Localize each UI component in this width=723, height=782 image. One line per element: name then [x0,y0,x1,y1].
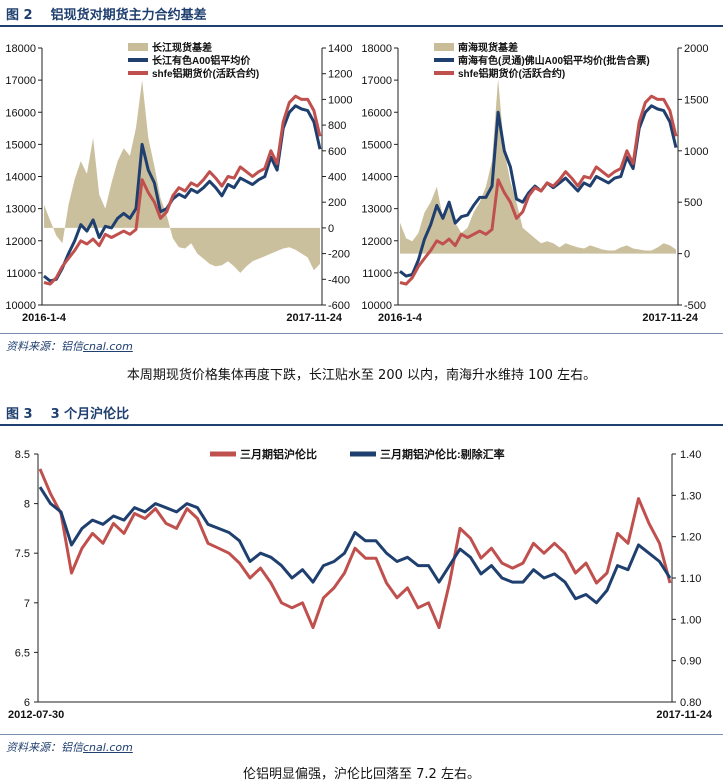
nh-right-tick-label: 0 [684,249,690,261]
cj-right-tick-label: -600 [328,300,350,312]
nh-left-tick-label: 14000 [361,172,392,184]
fig2-title-text: 铝现货对期货主力合约基差 [50,8,207,23]
cj-x-end-label: 2017-11-24 [286,312,343,324]
cj-left-tick-label: 18000 [5,43,36,55]
ratio-left-tick-label: 7 [24,598,30,610]
ratio-series-1-line [38,486,672,605]
shfe-lme-ratio-chart: 6 6.5 7 7.5 8 8.5 0.80 0.90 1.00 1.10 1.20 1.30 1.40… [8,447,713,721]
fig3-source-prefix: 资料来源：铝信 [6,741,83,754]
nh-left-tick-label: 17000 [361,75,392,87]
nh-legend-label: 南海有色(灵通)佛山A00铝平均价(批告合票) [458,54,650,67]
cj-left-tick-label: 13000 [5,204,36,216]
cj-left-tick-label: 12000 [5,236,36,248]
fig2-source: 资料来源：铝信cnal.com [6,338,133,354]
cj-right-tick-label: 600 [328,146,346,158]
ratio-legend-label: 三月期铝沪伦比 [240,447,317,461]
nh-legend-swatch [434,43,454,51]
nh-x-start-label: 2016-1-4 [378,312,423,324]
cj-legend-label: shfe铝期货价(活跃合约) [152,67,259,80]
cj-right-tick-label: 800 [328,120,346,132]
nh-legend-label: 南海现货基差 [458,41,518,54]
ratio-right-tick-label: 1.10 [680,573,701,585]
ratio-right-tick-label: 1.30 [680,490,701,502]
fig2-bottom-rule [0,333,723,334]
cj-left-tick-label: 11000 [6,268,36,280]
ratio-x-end-label: 2017-11-24 [656,709,713,721]
ratio-left-tick-label: 6.5 [15,647,30,659]
cj-right-tick-label: 200 [328,197,346,209]
cj-legend-label: 长江现货基差 [152,41,212,54]
nh-left-tick-label: 15000 [361,139,392,151]
nh-right-tick-label: 500 [684,197,702,209]
nh-x-end-label: 2017-11-24 [642,312,699,324]
cj-left-tick-label: 17000 [5,75,36,87]
fig3-source: 资料来源：铝信cnal.com [6,739,133,755]
cj-left-tick-label: 16000 [5,107,36,119]
ratio-left-tick-label: 7.5 [15,548,30,560]
nh-legend-label: shfe铝期货价(活跃合约) [458,67,565,80]
nh-right-tick-label: 2000 [684,43,708,55]
cj-right-tick-label: 1000 [328,94,352,106]
fig2-top-rule [0,25,723,27]
nh-left-tick-label: 13000 [361,204,392,216]
fig3-bottom-rule [0,734,723,735]
cj-legend-swatch [128,43,148,51]
nh-left-tick-label: 12000 [361,236,392,248]
cj-right-tick-label: 1200 [328,69,352,81]
fig3-caption: 伦铝明显偏强，沪伦比回落至 7.2 左右。 [243,767,480,782]
fig3-source-link[interactable]: cnal.com [83,741,133,754]
fig3-title-text: 3 个月沪伦比 [50,407,130,422]
ratio-left-tick-label: 8.5 [15,449,30,461]
ratio-series-0-line [38,468,672,630]
cj-right-tick-label: 1400 [328,43,352,55]
ratio-left-tick-label: 8 [24,499,30,511]
cj-x-start-label: 2016-1-4 [22,312,67,324]
fig2-caption: 本周期现货价格集体再度下跌，长江贴水至 200 以内，南海升水维持 100 左右… [126,368,597,383]
cj-left-tick-label: 10000 [5,300,36,312]
fig3-number: 图 3 [6,407,33,422]
cj-right-tick-label: 400 [328,172,346,184]
nh-right-tick-label: 1000 [684,146,708,158]
fig2-source-link[interactable]: cnal.com [83,340,133,353]
cj-left-tick-label: 14000 [5,172,36,184]
nh-left-tick-label: 10000 [361,300,392,312]
ratio-x-start-label: 2012-07-30 [8,709,64,721]
cj-left-tick-label: 15000 [5,139,36,151]
cj-right-tick-label: 0 [328,223,334,235]
nh-left-tick-label: 16000 [361,107,392,119]
fig3-title: 图 3 3 个月沪伦比 [6,403,129,422]
fig2-source-prefix: 资料来源：铝信 [6,340,83,353]
fig2-title: 图 2 铝现货对期货主力合约基差 [6,4,207,23]
cj-series-2-line [43,94,322,286]
nh-right-tick-label: 1500 [684,94,708,106]
nh-series-2-line [399,94,678,286]
ratio-right-tick-label: 1.20 [680,532,701,544]
nh-series-0-area [400,78,676,254]
changjiang-basis-chart: 1000011000120001300014000150001600017000… [5,41,352,324]
ratio-right-tick-label: 0.90 [680,656,701,668]
ratio-right-tick-label: 0.80 [680,697,701,709]
cj-right-tick-label: -200 [328,249,350,261]
nh-left-tick-label: 11000 [362,268,392,280]
ratio-right-tick-label: 1.00 [680,614,701,626]
nanhai-basis-chart: 1000011000120001300014000150001600017000… [361,41,708,324]
ratio-right-tick-label: 1.40 [680,449,701,461]
nh-left-tick-label: 18000 [361,43,392,55]
nh-right-tick-label: -500 [684,300,706,312]
ratio-legend-label: 三月期铝沪伦比:剔除汇率 [380,447,505,461]
fig3-top-rule [0,424,723,426]
ratio-left-tick-label: 6 [24,697,30,709]
cj-legend-label: 长江有色A00铝平均价 [152,54,251,67]
cj-series-1-line [43,104,322,283]
fig2-number: 图 2 [6,8,33,23]
cj-right-tick-label: -400 [328,274,350,286]
